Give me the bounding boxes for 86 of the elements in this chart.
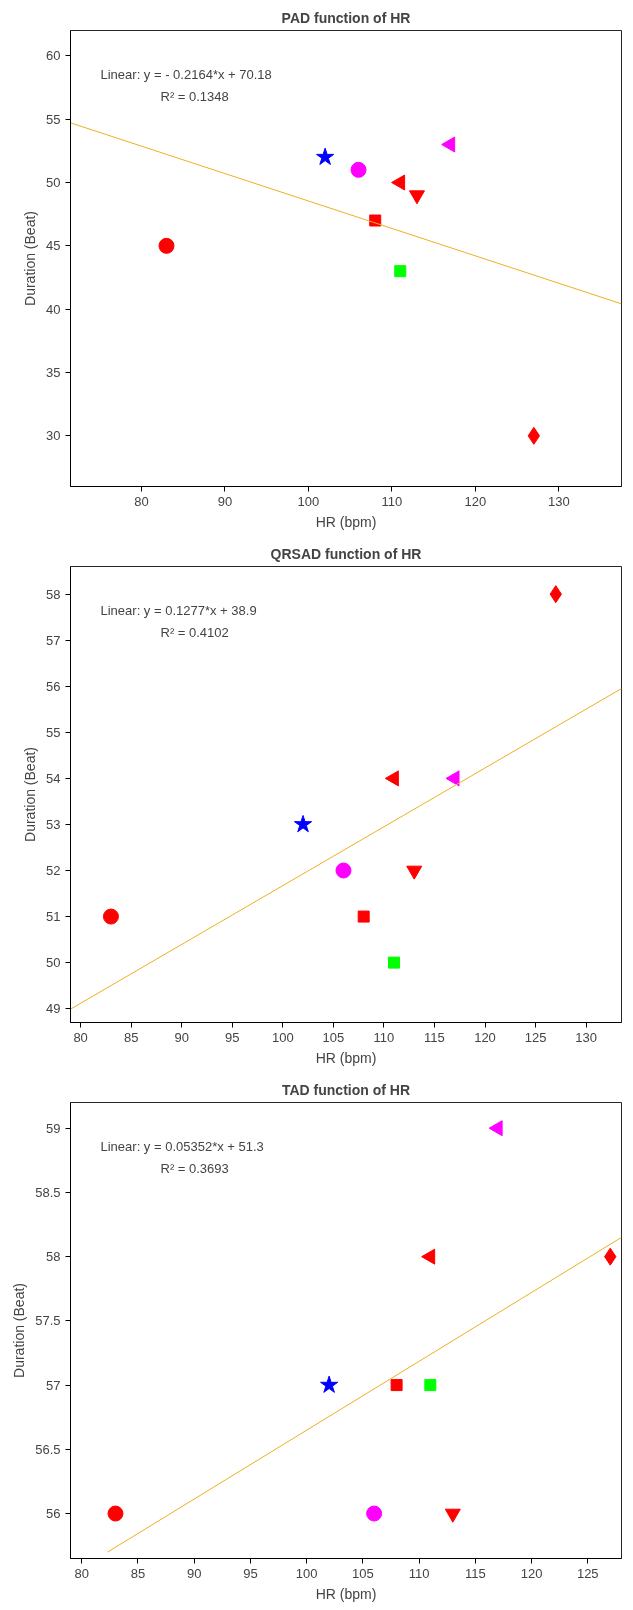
chart-title: QRSAD function of HR (270, 545, 422, 562)
point (390, 1379, 403, 1392)
x-tick-label: 80 (134, 493, 149, 509)
x-tick-label: 80 (74, 1565, 89, 1581)
x-tick-label: 120 (464, 493, 487, 509)
point (527, 426, 541, 445)
point (366, 1505, 383, 1522)
annotation: Linear: y = 0.05352*x + 51.3 (100, 1138, 264, 1154)
x-tick-label: 90 (174, 1029, 189, 1045)
x-tick-label: 115 (464, 1565, 486, 1581)
x-axis-title: HR (bpm) (315, 513, 377, 530)
y-tick-label: 58.5 (35, 1184, 61, 1200)
x-tick-label: 125 (576, 1565, 599, 1581)
x-tick-label: 100 (297, 493, 320, 509)
point (388, 956, 401, 969)
point (350, 161, 367, 178)
x-tick-label: 105 (352, 1565, 374, 1581)
annotation: R² = 0.3693 (160, 1160, 229, 1176)
point (421, 1248, 436, 1265)
point (424, 1379, 437, 1392)
chart-title: TAD function of HR (281, 1081, 411, 1098)
point (357, 910, 370, 923)
y-tick-label: 57 (46, 1377, 61, 1393)
point (335, 862, 352, 879)
y-tick-label: 59 (46, 1120, 61, 1136)
x-tick-label: 120 (474, 1029, 496, 1045)
y-tick-label: 56 (46, 1506, 61, 1522)
x-tick-label: 95 (225, 1029, 240, 1045)
x-tick-label: 90 (217, 493, 233, 509)
chart-title: PAD function of HR (281, 9, 411, 26)
x-tick-label: 95 (243, 1565, 258, 1581)
y-tick-label: 49 (46, 1001, 61, 1017)
x-tick-label: 100 (295, 1565, 318, 1581)
x-tick-label: 100 (271, 1029, 294, 1045)
y-axis-title: Duration (Beat) (22, 747, 39, 842)
x-tick-label: 125 (524, 1029, 547, 1045)
x-tick-label: 115 (424, 1029, 445, 1045)
annotation: Linear: y = - 0.2164*x + 70.18 (100, 66, 272, 82)
y-tick-label: 30 (46, 428, 61, 444)
x-tick-label: 130 (575, 1029, 597, 1045)
annotation: R² = 0.4102 (160, 624, 229, 640)
y-tick-label: 58 (46, 586, 61, 602)
y-tick-label: 40 (46, 301, 61, 317)
y-tick-label: 56.5 (35, 1441, 61, 1457)
annotation: R² = 0.1348 (160, 88, 229, 104)
y-tick-label: 55 (46, 724, 61, 740)
y-tick-label: 57.5 (35, 1313, 61, 1329)
y-tick-label: 53 (46, 816, 61, 832)
point (391, 174, 406, 191)
y-axis-title: Duration (Beat) (22, 211, 39, 306)
point (293, 814, 313, 833)
x-axis-title: HR (bpm) (315, 1049, 377, 1066)
point (107, 1505, 124, 1522)
y-tick-label: 58 (46, 1249, 61, 1265)
x-tick-label: 80 (73, 1029, 88, 1045)
x-tick-label: 110 (373, 1029, 395, 1045)
x-tick-label: 85 (130, 1565, 146, 1581)
x-tick-label: 105 (322, 1029, 345, 1045)
y-tick-label: 50 (46, 175, 61, 190)
point (316, 147, 335, 165)
x-tick-label: 130 (548, 493, 570, 509)
x-tick-label: 110 (381, 493, 403, 509)
y-axis-title: Duration (Beat) (11, 1283, 28, 1378)
point (102, 908, 119, 925)
annotation: Linear: y = 0.1277*x + 38.9 (100, 602, 257, 618)
y-tick-label: 57 (46, 632, 61, 648)
point (441, 136, 456, 153)
y-tick-label: 35 (46, 365, 61, 380)
y-tick-label: 51 (46, 909, 61, 925)
y-tick-label: 50 (46, 955, 61, 971)
y-tick-label: 60 (46, 48, 61, 64)
x-tick-label: 120 (520, 1565, 543, 1581)
y-tick-label: 45 (46, 238, 61, 254)
point (394, 265, 407, 278)
point (158, 237, 175, 254)
x-tick-label: 85 (123, 1029, 139, 1045)
x-axis-title: HR (bpm) (315, 1585, 377, 1602)
point (444, 1508, 461, 1523)
x-tick-label: 90 (186, 1565, 202, 1581)
point (406, 865, 423, 880)
y-tick-label: 52 (46, 863, 61, 878)
y-tick-label: 56 (46, 678, 61, 694)
x-tick-label: 110 (408, 1565, 430, 1581)
point (320, 1375, 339, 1393)
y-tick-label: 54 (46, 770, 61, 786)
y-tick-label: 55 (46, 111, 61, 127)
